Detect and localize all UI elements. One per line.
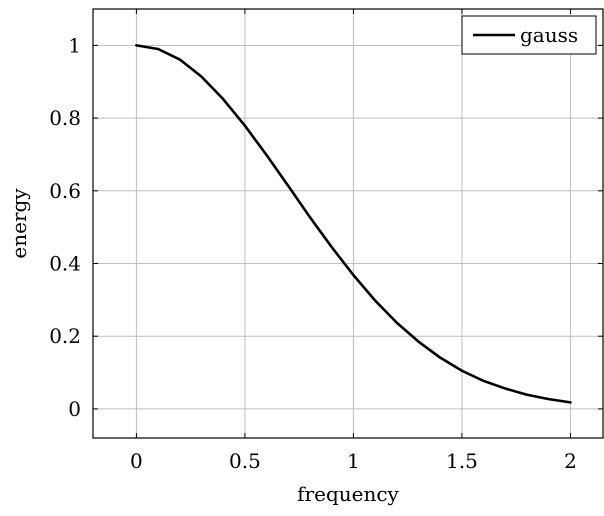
plot-frame bbox=[92, 8, 604, 439]
y-tick-label: 0.6 bbox=[49, 179, 81, 203]
y-tick-label: 0.2 bbox=[49, 324, 81, 348]
x-tick-label: 1 bbox=[347, 449, 360, 473]
legend-label-gauss: gauss bbox=[520, 23, 578, 47]
grid bbox=[93, 9, 603, 438]
x-tick-label: 1.5 bbox=[446, 449, 478, 473]
series-line-gauss bbox=[135, 44, 572, 404]
legend: gauss bbox=[461, 15, 597, 55]
y-tick-label: 1 bbox=[68, 33, 81, 57]
x-tick-label: 0 bbox=[130, 449, 143, 473]
y-axis-label: energy bbox=[7, 188, 31, 259]
y-tick-label: 0.4 bbox=[49, 251, 81, 275]
x-tick-label: 0.5 bbox=[229, 449, 261, 473]
y-tick-label: 0.8 bbox=[49, 106, 81, 130]
x-tick-label: 2 bbox=[564, 449, 577, 473]
tick-labels: 0 0.5 1 1.5 2 0 0.2 0.4 0.6 0.8 1 bbox=[49, 33, 577, 473]
x-axis-label: frequency bbox=[297, 482, 399, 506]
y-tick-label: 0 bbox=[68, 397, 81, 421]
ticks bbox=[93, 9, 603, 438]
